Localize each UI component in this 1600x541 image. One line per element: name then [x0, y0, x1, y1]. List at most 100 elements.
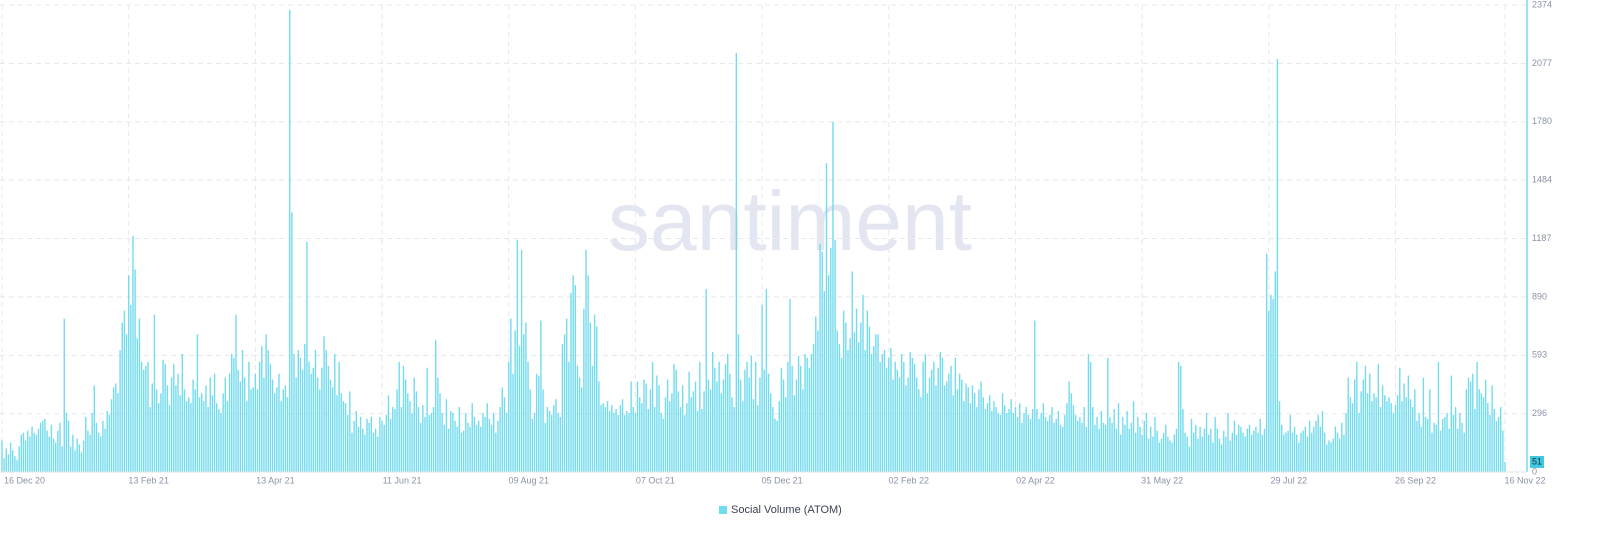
bar: [1336, 432, 1339, 472]
bar: [14, 456, 16, 472]
bar: [1038, 418, 1040, 472]
bar: [392, 407, 394, 472]
bar: [1272, 298, 1274, 472]
x-tick-label: 11 Jun 21: [383, 475, 422, 485]
bar: [1205, 412, 1208, 472]
bar: [602, 403, 604, 472]
bar: [787, 361, 789, 472]
bar: [475, 424, 478, 472]
bar: [374, 428, 377, 472]
bar: [973, 393, 976, 472]
bar: [729, 373, 731, 472]
bar: [484, 416, 486, 472]
bar: [1358, 412, 1360, 472]
bar: [1036, 409, 1038, 472]
bar: [441, 412, 443, 472]
bar: [731, 397, 733, 472]
bar: [941, 357, 944, 472]
bar: [946, 381, 948, 472]
bar: [177, 373, 179, 472]
bar: [239, 381, 242, 472]
bar: [112, 387, 115, 472]
bar: [1096, 416, 1098, 472]
bar: [102, 420, 104, 472]
bar: [800, 365, 802, 472]
bar: [1261, 434, 1264, 472]
bar: [967, 387, 969, 472]
bar: [1375, 397, 1377, 472]
bar: [1210, 428, 1212, 472]
bar: [956, 389, 959, 472]
bar: [810, 353, 813, 472]
bar: [1461, 422, 1463, 472]
bar: [866, 310, 868, 472]
bar: [1280, 424, 1283, 472]
bar: [370, 416, 373, 472]
bar: [778, 401, 780, 472]
bar: [439, 393, 441, 472]
bar: [630, 381, 632, 472]
bar: [516, 239, 519, 472]
bar: [422, 405, 424, 472]
bar: [815, 316, 817, 472]
bar: [1484, 379, 1487, 472]
bar: [82, 440, 85, 472]
bar: [1111, 422, 1113, 472]
bar: [1407, 375, 1410, 472]
bar: [1446, 412, 1448, 472]
bar: [718, 361, 720, 472]
bar: [982, 397, 984, 472]
bar: [1263, 428, 1266, 472]
bar: [1321, 411, 1324, 472]
bar: [1330, 442, 1332, 472]
bar: [27, 430, 29, 472]
bar: [196, 334, 199, 472]
bar: [754, 361, 757, 472]
bar: [203, 401, 205, 472]
bar: [1480, 393, 1483, 472]
bar: [862, 294, 864, 472]
bar: [286, 397, 289, 472]
bar: [50, 424, 53, 472]
bar: [469, 426, 471, 472]
bar: [1064, 414, 1066, 472]
bar: [46, 430, 48, 472]
bar: [1212, 442, 1214, 472]
bar: [1250, 434, 1253, 472]
bar: [641, 403, 643, 472]
bar: [722, 379, 725, 472]
bar: [568, 361, 570, 472]
bar: [1302, 430, 1304, 472]
bar: [613, 412, 615, 472]
bar: [1323, 432, 1326, 472]
bar: [701, 409, 703, 472]
bar: [1150, 426, 1152, 472]
bar: [1006, 412, 1008, 472]
bar: [209, 377, 211, 472]
bar: [432, 407, 435, 472]
bar: [589, 322, 592, 472]
bar: [1004, 405, 1006, 472]
bar: [892, 379, 894, 472]
bar: [1349, 397, 1352, 472]
bar: [971, 385, 974, 472]
bar: [323, 336, 325, 472]
bar: [819, 243, 821, 472]
bar: [1319, 426, 1322, 472]
bar: [746, 361, 748, 472]
bar: [123, 310, 126, 472]
bar: [1465, 389, 1468, 472]
bar: [194, 389, 196, 472]
bar: [362, 428, 364, 472]
bar: [999, 414, 1002, 472]
bar: [1057, 411, 1060, 472]
bar: [1341, 422, 1343, 472]
bar: [329, 379, 332, 472]
bar: [211, 395, 214, 472]
bar: [885, 367, 888, 472]
bar: [179, 395, 181, 472]
bar: [1055, 418, 1057, 472]
bar: [870, 353, 873, 472]
bar: [529, 389, 531, 472]
bar: [890, 348, 892, 472]
